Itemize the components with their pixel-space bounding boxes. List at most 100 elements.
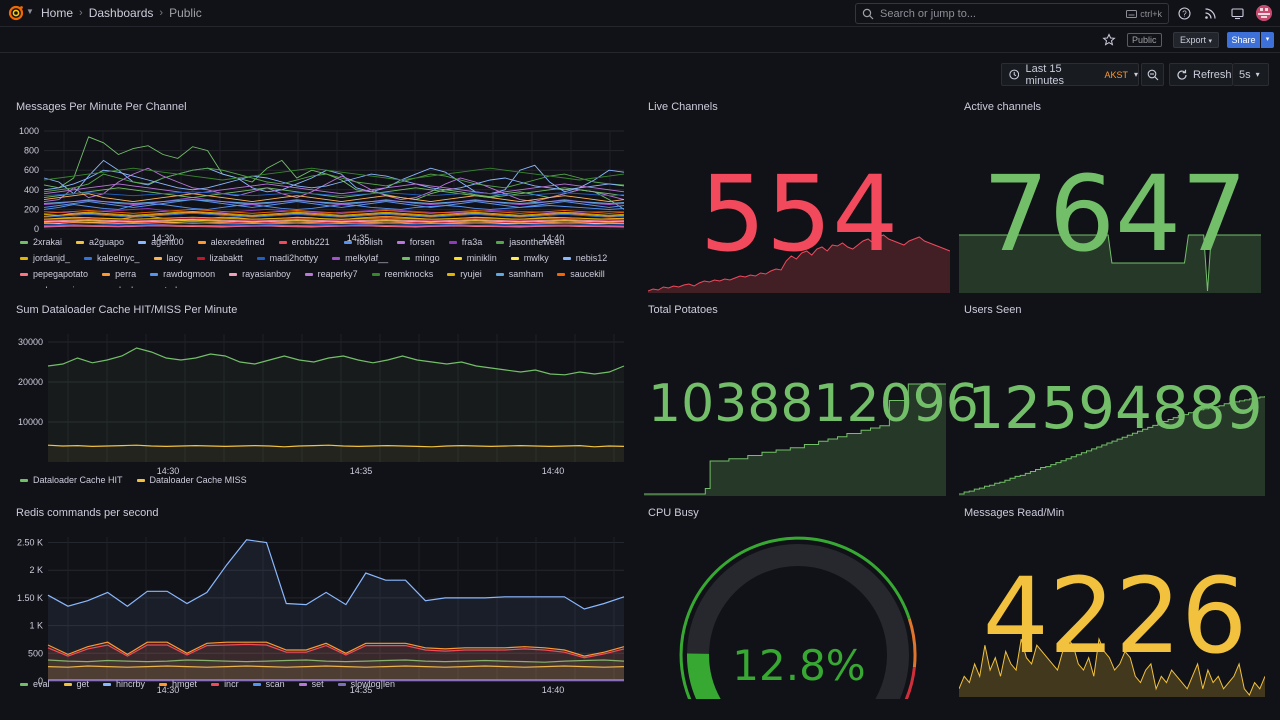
legend-item[interactable]: foolish [343, 236, 383, 248]
chevron-right-icon: › [79, 7, 83, 19]
legend-item[interactable]: reaperky7 [304, 268, 358, 280]
legend-item[interactable]: mwlky [510, 252, 549, 264]
avatar[interactable] [1256, 5, 1272, 21]
legend-item[interactable]: incr [211, 678, 239, 690]
series-line [47, 539, 625, 610]
legend-item[interactable]: 2xrakai [20, 236, 62, 248]
users-seen-sparkline [959, 396, 1265, 496]
chevron-down-icon[interactable]: ▼ [26, 7, 34, 16]
series-line [43, 159, 625, 195]
legend-item[interactable]: melkylaf__ [332, 252, 388, 264]
legend-item[interactable]: forsen [396, 236, 435, 248]
legend-item[interactable]: erobb221 [278, 236, 330, 248]
legend-item[interactable]: vadeal [94, 284, 134, 288]
legend-swatch [63, 682, 72, 686]
legend-item[interactable]: fra3a [448, 236, 482, 248]
legend-item[interactable]: slowlog|len [337, 678, 395, 690]
legend-item[interactable]: rawdogmoon [150, 268, 215, 280]
grafana-logo-icon[interactable] [8, 5, 24, 21]
legend-item[interactable]: jasontheween [496, 236, 565, 248]
panel-title: Users Seen [964, 304, 1022, 316]
legend-item[interactable]: miniklin [453, 252, 497, 264]
legend-item[interactable]: mingo [402, 252, 440, 264]
search-input[interactable]: Search or jump to... ctrl+k [855, 3, 1169, 24]
legend-item[interactable]: Dataloader Cache MISS [136, 474, 247, 486]
legend-item[interactable]: perra [102, 268, 136, 280]
legend-item[interactable]: hincrby [103, 678, 145, 690]
series-line [43, 197, 625, 205]
panel-live-channels: Live Channels 554 [648, 101, 950, 293]
legend-swatch [229, 272, 238, 276]
legend-item[interactable]: pepegapotato [20, 268, 88, 280]
x-tick-label: 14:40 [542, 466, 565, 476]
series-line [43, 193, 625, 203]
share-menu-chevron-icon[interactable]: ▾ [1261, 32, 1274, 48]
legend-item[interactable]: rayasianboy [229, 268, 291, 280]
time-range-picker[interactable]: Last 15 minutes AKST ▾ [1001, 63, 1139, 87]
legend-item[interactable]: agent00 [138, 236, 184, 248]
legend-item[interactable]: a2guapo [76, 236, 124, 248]
legend-item[interactable]: madi2hottyy [256, 252, 318, 264]
series-line [43, 169, 625, 191]
legend-item[interactable]: lacy [153, 252, 183, 264]
legend-item[interactable]: scan [252, 678, 285, 690]
panel-title: Sum Dataloader Cache HIT/MISS Per Minute [16, 304, 238, 316]
legend-label: miniklin [466, 253, 497, 263]
legend-item[interactable]: nebis12 [562, 252, 607, 264]
legend-item[interactable]: hmget [159, 678, 197, 690]
legend-label: hincrby [116, 679, 146, 689]
legend-item[interactable]: samham [495, 268, 543, 280]
legend-item[interactable]: kaleelnyc_ [84, 252, 140, 264]
search-placeholder: Search or jump to... [880, 7, 976, 20]
legend-label: a2guapo [89, 237, 125, 247]
user-avatar-icon [1256, 5, 1272, 21]
legend-swatch [196, 256, 205, 260]
zoom-out-icon [1147, 69, 1158, 80]
star-icon[interactable] [1102, 33, 1116, 47]
legend-item[interactable]: vturbyy [147, 284, 189, 288]
legend-item[interactable]: ryujei [447, 268, 482, 280]
legend-item[interactable]: sodapoppin [20, 284, 80, 288]
legend-item[interactable]: set [298, 678, 324, 690]
series-line [43, 136, 625, 210]
legend-item[interactable]: reemknocks [371, 268, 433, 280]
legend-item[interactable]: Dataloader Cache HIT [20, 474, 123, 486]
legend-item[interactable]: jordanjd_ [20, 252, 70, 264]
breadcrumb-dashboards[interactable]: Dashboards [88, 6, 154, 20]
series-line [43, 208, 625, 214]
legend-label: saucekill [570, 269, 605, 279]
legend-label: lacy [166, 253, 183, 263]
news-feed-icon[interactable] [1204, 7, 1217, 20]
legend-item[interactable]: saucekill [557, 268, 605, 280]
legend-item[interactable]: alexredefined [197, 236, 265, 248]
legend-item[interactable]: lizabaktt [196, 252, 243, 264]
sparkline-area [959, 235, 1261, 293]
refresh-button[interactable]: Refresh [1169, 63, 1233, 86]
series-area [48, 644, 624, 681]
svg-text:?: ? [1182, 9, 1187, 18]
export-button[interactable]: Export ▾ [1173, 32, 1220, 48]
legend-item[interactable]: eval [20, 678, 50, 690]
redis-area-chart: 0 500 1 K 1.50 K 2 K 2.50 K 14:30 14:35 14:40 [17, 537, 625, 695]
legend-item[interactable]: get [63, 678, 89, 690]
x-tick-label: 14:30 [157, 685, 180, 695]
panel-cpu-busy: CPU Busy 12.8% [648, 507, 950, 699]
kiosk-mode-icon[interactable] [1231, 7, 1244, 20]
help-icon[interactable]: ? [1178, 7, 1191, 20]
series-line [43, 167, 625, 193]
gauge-track [687, 544, 909, 699]
cpu-busy-value: 12.8% [732, 641, 866, 690]
series-line [47, 641, 625, 657]
legend-label: vturbyy [160, 285, 189, 288]
refresh-interval-picker[interactable]: 5s ▾ [1233, 63, 1269, 86]
y-tick-label: 10000 [18, 417, 43, 427]
panel-title: Redis commands per second [16, 507, 159, 519]
share-button[interactable]: Share [1227, 32, 1260, 48]
live-channels-value: 554 [699, 153, 899, 275]
series-line [43, 221, 625, 225]
legend-swatch [102, 272, 111, 276]
legend-swatch [159, 682, 168, 686]
breadcrumb-home[interactable]: Home [41, 6, 74, 20]
zoom-out-button[interactable] [1141, 63, 1164, 86]
active-channels-value: 7647 [982, 153, 1248, 275]
